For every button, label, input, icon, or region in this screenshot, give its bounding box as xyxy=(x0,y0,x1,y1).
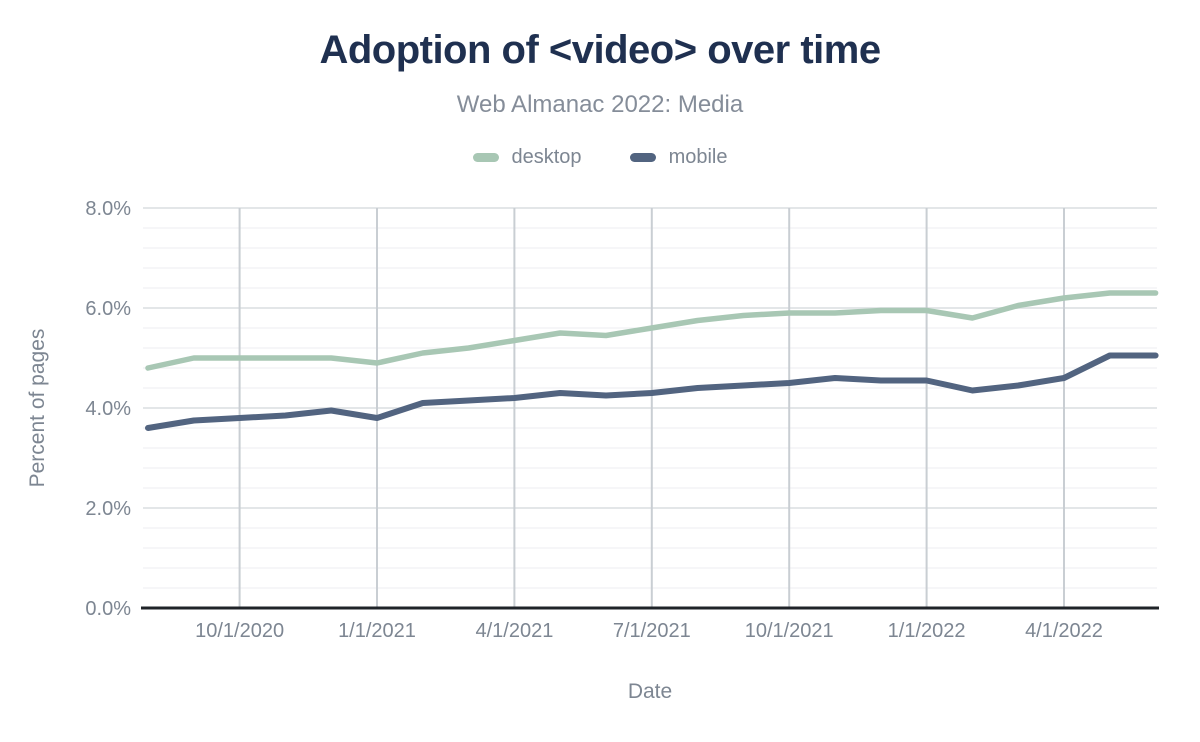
desktop-line xyxy=(145,290,1159,371)
mobile-line xyxy=(145,352,1159,431)
x-tick-label: 4/1/2022 xyxy=(1025,620,1103,642)
x-tick-label: 4/1/2021 xyxy=(475,620,553,642)
mobile-series-swatch xyxy=(629,153,656,162)
legend-item-mobile: mobile xyxy=(629,146,728,169)
x-tick-label: 10/1/2021 xyxy=(745,620,834,642)
x-tick-label: 1/1/2021 xyxy=(338,620,416,642)
y-tick-label: 6.0% xyxy=(85,298,131,320)
x-tick-label: 10/1/2020 xyxy=(195,620,284,642)
x-axis-title: Date xyxy=(628,680,672,703)
legend-label-desktop: desktop xyxy=(511,146,582,168)
y-tick-label: 8.0% xyxy=(85,198,131,220)
y-tick-label: 4.0% xyxy=(85,398,131,420)
legend-item-desktop: desktop xyxy=(472,146,582,169)
x-tick-label: 1/1/2022 xyxy=(888,620,966,642)
y-tick-label: 2.0% xyxy=(85,498,131,520)
legend-label-mobile: mobile xyxy=(668,146,728,168)
y-axis-title: Percent of pages xyxy=(26,329,49,488)
chart-subtitle: Web Almanac 2022: Media xyxy=(456,91,744,118)
y-tick-label: 0.0% xyxy=(85,598,131,620)
desktop-series-swatch xyxy=(472,153,499,162)
legend: desktop mobile xyxy=(0,146,1200,169)
x-tick-label: 7/1/2021 xyxy=(613,620,691,642)
chart-title: Adoption of <video> over time xyxy=(319,28,881,72)
